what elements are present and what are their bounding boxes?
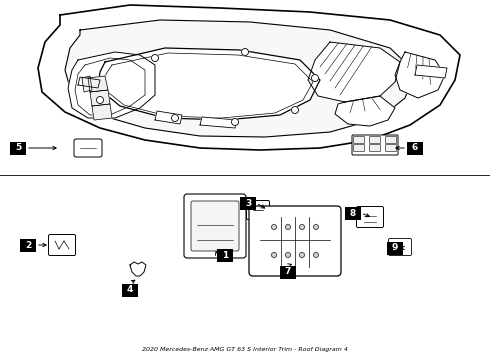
Bar bbox=[345, 207, 361, 220]
FancyBboxPatch shape bbox=[353, 136, 365, 144]
FancyBboxPatch shape bbox=[184, 194, 246, 258]
Circle shape bbox=[242, 49, 248, 55]
Text: 8: 8 bbox=[350, 208, 356, 217]
Text: 1: 1 bbox=[222, 251, 228, 260]
FancyBboxPatch shape bbox=[389, 238, 412, 256]
Circle shape bbox=[172, 114, 178, 122]
FancyBboxPatch shape bbox=[369, 136, 381, 144]
Text: 5: 5 bbox=[15, 144, 21, 153]
Polygon shape bbox=[98, 48, 320, 120]
Bar bbox=[240, 197, 256, 210]
Polygon shape bbox=[88, 76, 108, 92]
Text: 6: 6 bbox=[412, 144, 418, 153]
Bar bbox=[217, 248, 233, 261]
Text: 4: 4 bbox=[127, 285, 133, 294]
FancyBboxPatch shape bbox=[352, 135, 398, 155]
Circle shape bbox=[286, 225, 291, 230]
Polygon shape bbox=[395, 52, 445, 98]
Polygon shape bbox=[130, 262, 146, 276]
Text: 2: 2 bbox=[25, 240, 31, 249]
FancyBboxPatch shape bbox=[357, 207, 384, 228]
Bar bbox=[280, 266, 296, 279]
Text: 9: 9 bbox=[392, 243, 398, 252]
Circle shape bbox=[97, 96, 103, 104]
Bar bbox=[387, 242, 403, 255]
Circle shape bbox=[292, 107, 298, 113]
Circle shape bbox=[151, 54, 158, 62]
Circle shape bbox=[314, 252, 318, 257]
FancyBboxPatch shape bbox=[49, 234, 75, 256]
FancyBboxPatch shape bbox=[353, 144, 365, 152]
Circle shape bbox=[231, 118, 239, 126]
Polygon shape bbox=[308, 42, 400, 102]
FancyBboxPatch shape bbox=[249, 206, 341, 276]
Text: 2020 Mercedes-Benz AMG GT 63 S Interior Trim - Roof Diagram 4: 2020 Mercedes-Benz AMG GT 63 S Interior … bbox=[142, 347, 348, 352]
Circle shape bbox=[312, 75, 318, 81]
Bar bbox=[20, 238, 36, 252]
FancyBboxPatch shape bbox=[369, 144, 381, 152]
FancyBboxPatch shape bbox=[191, 201, 239, 251]
Circle shape bbox=[271, 225, 276, 230]
Polygon shape bbox=[82, 76, 92, 92]
Circle shape bbox=[314, 225, 318, 230]
Bar bbox=[407, 141, 423, 154]
Circle shape bbox=[271, 252, 276, 257]
FancyBboxPatch shape bbox=[74, 139, 102, 157]
Circle shape bbox=[299, 225, 304, 230]
Polygon shape bbox=[155, 111, 182, 124]
Circle shape bbox=[299, 252, 304, 257]
Polygon shape bbox=[335, 96, 395, 126]
FancyBboxPatch shape bbox=[386, 136, 396, 144]
Text: 7: 7 bbox=[285, 267, 291, 276]
Polygon shape bbox=[200, 117, 237, 128]
Bar bbox=[122, 284, 138, 297]
Polygon shape bbox=[92, 104, 112, 120]
Polygon shape bbox=[65, 20, 415, 137]
Polygon shape bbox=[68, 52, 155, 118]
Text: 3: 3 bbox=[245, 198, 251, 207]
Circle shape bbox=[286, 252, 291, 257]
Polygon shape bbox=[38, 5, 460, 150]
Polygon shape bbox=[90, 90, 110, 106]
Polygon shape bbox=[415, 65, 447, 78]
FancyBboxPatch shape bbox=[386, 144, 396, 152]
FancyBboxPatch shape bbox=[246, 201, 270, 220]
Polygon shape bbox=[78, 77, 100, 88]
Bar bbox=[10, 141, 26, 154]
